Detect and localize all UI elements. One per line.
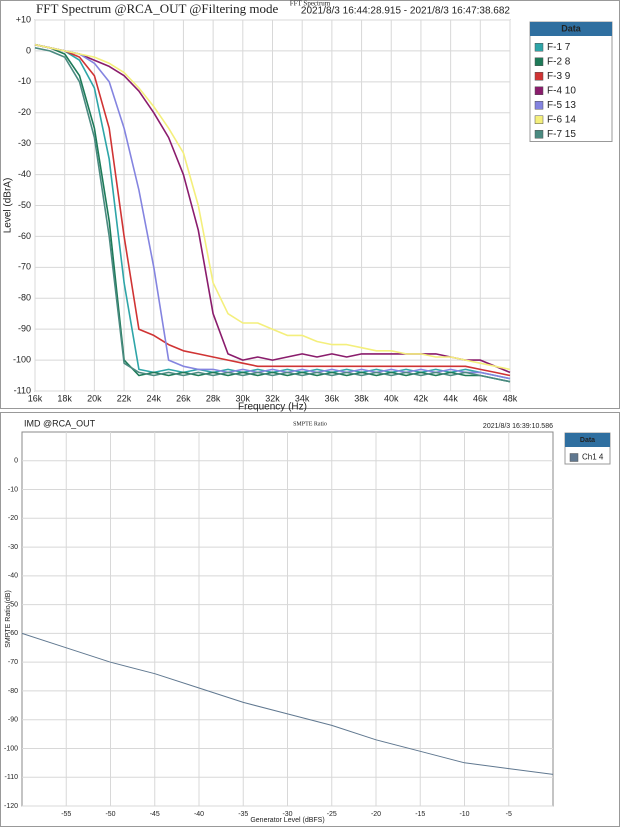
legend-swatch (569, 453, 579, 462)
x-tick-label: 38k (354, 393, 369, 403)
y-tick-label: -70 (18, 262, 31, 272)
legend-header (565, 433, 610, 447)
x-tick-label: -45 (150, 811, 160, 818)
legend-label: F-1 7 (547, 42, 571, 53)
x-tick-label: 28k (206, 393, 221, 403)
legend-swatch (534, 101, 544, 110)
x-tick-label: -10 (459, 811, 469, 818)
x-tick-label: -35 (238, 811, 248, 818)
timestamp: 2021/8/3 16:39:10.586 (483, 423, 553, 430)
legend-swatch (534, 115, 544, 124)
series-line (34, 43, 511, 383)
legend-swatch (534, 130, 544, 139)
y-tick-label: -50 (8, 601, 18, 608)
legend-label: F-6 14 (547, 114, 576, 125)
legend-label: F-4 10 (547, 85, 576, 96)
y-tick-label: -80 (8, 688, 18, 695)
legend-header (530, 22, 612, 36)
x-tick-label: 18k (57, 393, 72, 403)
x-tick-label: -55 (61, 811, 71, 818)
x-tick-label: 40k (384, 393, 399, 403)
y-tick-label: -100 (13, 354, 31, 364)
y-tick-label: 0 (14, 458, 18, 465)
y-tick-label: -10 (18, 76, 31, 86)
series-line (34, 47, 511, 383)
x-axis-label: Frequency (Hz) (238, 402, 307, 413)
legend-swatch (534, 57, 544, 66)
y-tick-label: -50 (18, 200, 31, 210)
x-tick-label: 48k (503, 393, 518, 403)
y-tick-label: -100 (4, 745, 18, 752)
legend-label: F-7 15 (547, 129, 576, 140)
x-tick-label: -20 (371, 811, 381, 818)
x-axis-label: Generator Level (dBFS) (250, 817, 324, 824)
y-tick-label: -20 (18, 107, 31, 117)
legend-title: Data (580, 437, 595, 444)
y-tick-label: -40 (8, 573, 18, 580)
y-axis-label: SMPTE Ratio (dB) (5, 590, 12, 648)
chart-subtitle: SMPTE Ratio (293, 421, 327, 427)
y-tick-label: -30 (18, 138, 31, 148)
x-tick-label: 20k (87, 393, 102, 403)
y-tick-label: -60 (8, 630, 18, 637)
y-tick-label: 0 (26, 45, 31, 55)
x-tick-label: 34k (295, 393, 310, 403)
x-tick-label: 16k (28, 393, 43, 403)
x-tick-label: -25 (327, 811, 337, 818)
x-tick-label: 24k (146, 393, 161, 403)
chart-title: IMD @RCA_OUT (24, 418, 96, 428)
legend-swatch (534, 72, 544, 81)
x-tick-label: 32k (265, 393, 280, 403)
x-tick-label: 42k (414, 393, 429, 403)
y-axis-label: Level (dBrA) (3, 178, 14, 234)
x-tick-label: -50 (105, 811, 115, 818)
x-tick-label: 44k (443, 393, 458, 403)
x-tick-label: 36k (325, 393, 340, 403)
legend-title: Data (561, 23, 582, 33)
y-tick-label: -110 (5, 774, 19, 781)
legend-label: F-3 9 (547, 71, 571, 82)
y-tick-label: -10 (8, 486, 18, 493)
legend-label: F-5 13 (547, 100, 576, 111)
y-tick-label: -80 (18, 293, 31, 303)
series-line (34, 43, 511, 377)
timestamp: 2021/8/3 16:44:28.915 - 2021/8/3 16:47:3… (301, 6, 511, 17)
x-tick-label: 30k (236, 393, 251, 403)
chart-title: FFT Spectrum @RCA_OUT @Filtering mode (36, 1, 279, 16)
legend-label: F-2 8 (547, 56, 571, 67)
y-tick-label: -120 (4, 803, 18, 810)
series-line (34, 43, 511, 374)
y-tick-label: -20 (8, 515, 18, 522)
y-tick-label: -70 (8, 659, 18, 666)
legend-swatch (534, 86, 544, 95)
x-tick-label: 26k (176, 393, 191, 403)
x-tick-label: -40 (194, 811, 204, 818)
y-tick-label: -60 (18, 231, 31, 241)
y-tick-label: -90 (8, 717, 18, 724)
chart-subtitle: FFT Spectrum (290, 0, 331, 8)
x-tick-label: -5 (506, 811, 512, 818)
x-tick-label: -30 (282, 811, 292, 818)
legend-label: Ch1 4 (582, 453, 604, 462)
series-line (21, 632, 554, 775)
legend-box (529, 21, 613, 142)
x-tick-label: -15 (415, 811, 425, 818)
y-tick-label: -110 (14, 385, 31, 395)
x-tick-label: 22k (117, 393, 132, 403)
y-tick-label: -40 (18, 169, 31, 179)
x-tick-label: 46k (473, 393, 488, 403)
y-tick-label: -90 (18, 324, 31, 334)
y-tick-label: -30 (8, 544, 18, 551)
series-line (34, 43, 511, 371)
series-line (34, 43, 511, 380)
legend-swatch (534, 43, 544, 52)
y-tick-label: +10 (16, 14, 31, 24)
